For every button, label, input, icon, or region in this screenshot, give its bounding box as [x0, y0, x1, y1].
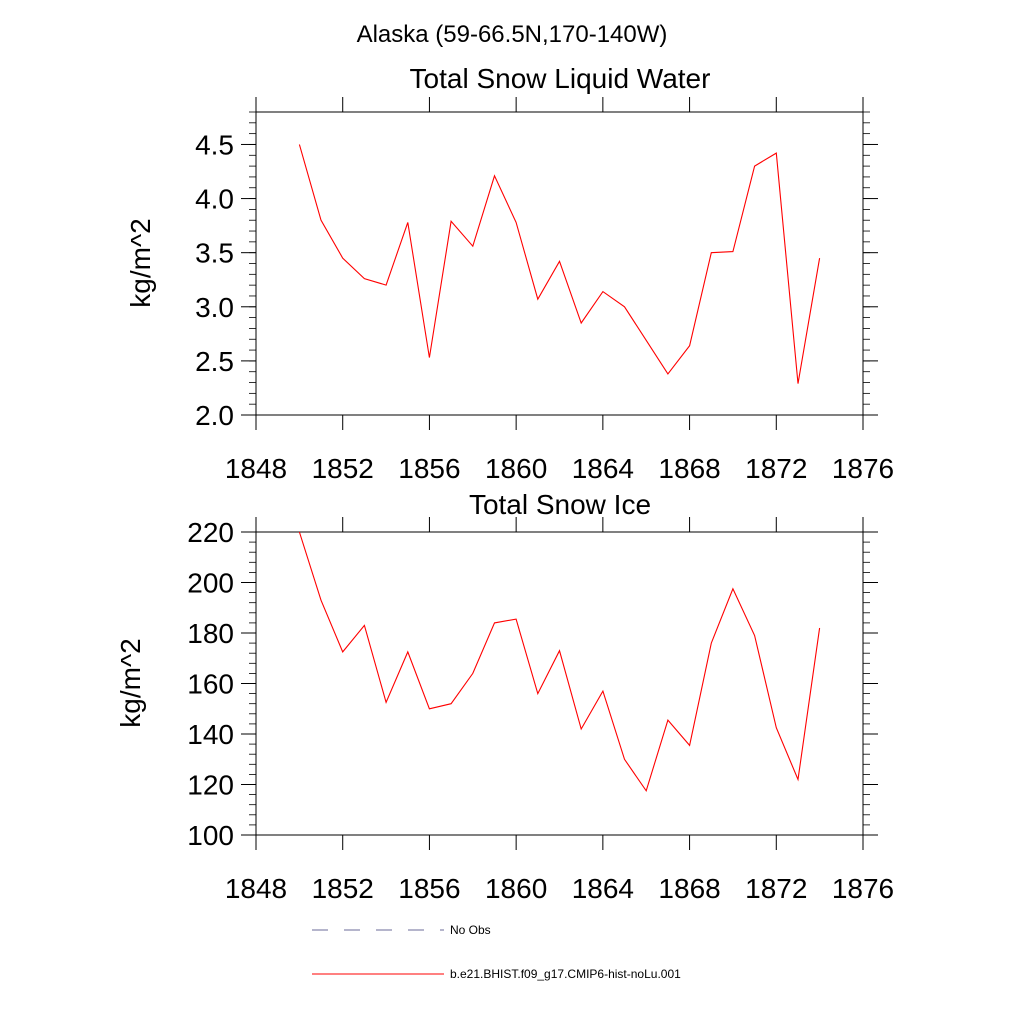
- chart-title: Total Snow Liquid Water: [410, 63, 711, 94]
- x-tick-label: 1856: [398, 453, 460, 484]
- y-tick-label: 120: [187, 770, 234, 801]
- y-tick-label: 2.5: [195, 346, 234, 377]
- figure-main-title: Alaska (59-66.5N,170-140W): [357, 21, 668, 48]
- plot-frame: [255, 111, 864, 416]
- y-tick-label: 160: [187, 669, 234, 700]
- y-axis-label: kg/m^2: [125, 218, 156, 307]
- x-tick-label: 1860: [485, 873, 547, 904]
- chart-panel-snow-ice: Total Snow Ice kg/m^2 1848 1852 1856 1860 18…: [115, 489, 894, 904]
- y-tick-label: 100: [187, 820, 234, 851]
- x-tick-label: 1876: [832, 453, 894, 484]
- x-tick-label: 1864: [572, 453, 634, 484]
- y-tick-label: 180: [187, 618, 234, 649]
- y-tick-label: 220: [187, 517, 234, 548]
- y-axis-label: kg/m^2: [115, 638, 146, 727]
- axis-ticks: [241, 97, 878, 430]
- y-tick-label: 200: [187, 568, 234, 599]
- series-line-model: [298, 144, 821, 384]
- x-tick-label: 1864: [572, 873, 634, 904]
- x-tick-label: 1868: [658, 453, 720, 484]
- legend-label-model: b.e21.BHIST.f09_g17.CMIP6-hist-noLu.001: [450, 967, 681, 981]
- x-tick-label: 1872: [745, 873, 807, 904]
- legend: No Obs b.e21.BHIST.f09_g17.CMIP6-hist-no…: [312, 923, 681, 981]
- x-tick-label: 1852: [312, 453, 374, 484]
- y-tick-label: 3.5: [195, 238, 234, 269]
- x-tick-label: 1848: [225, 873, 287, 904]
- x-tick-label: 1848: [225, 453, 287, 484]
- x-tick-label: 1852: [312, 873, 374, 904]
- y-tick-label: 4.5: [195, 129, 234, 160]
- y-tick-label: 2.0: [195, 400, 234, 431]
- y-tick-label: 4.0: [195, 184, 234, 215]
- x-tick-label: 1856: [398, 873, 460, 904]
- y-tick-label: 3.0: [195, 292, 234, 323]
- axis-ticks: [241, 517, 878, 850]
- axis-tick-labels: 1848 1852 1856 1860 1864 1868 1872 1876 2.0 2.5 3.…: [195, 129, 894, 484]
- y-tick-label: 140: [187, 719, 234, 750]
- x-tick-label: 1872: [745, 453, 807, 484]
- legend-label-no-obs: No Obs: [450, 923, 491, 937]
- plot-frame: [255, 531, 864, 836]
- chart-title: Total Snow Ice: [469, 489, 651, 520]
- axis-tick-labels: 1848 1852 1856 1860 1864 1868 1872 1876 100 120 14…: [187, 517, 894, 904]
- series-line-model: [298, 531, 821, 793]
- chart-panel-snow-liquid-water: Total Snow Liquid Water kg/m^2 1848 1852 1…: [125, 63, 894, 484]
- x-tick-label: 1860: [485, 453, 547, 484]
- x-tick-label: 1876: [832, 873, 894, 904]
- x-tick-label: 1868: [658, 873, 720, 904]
